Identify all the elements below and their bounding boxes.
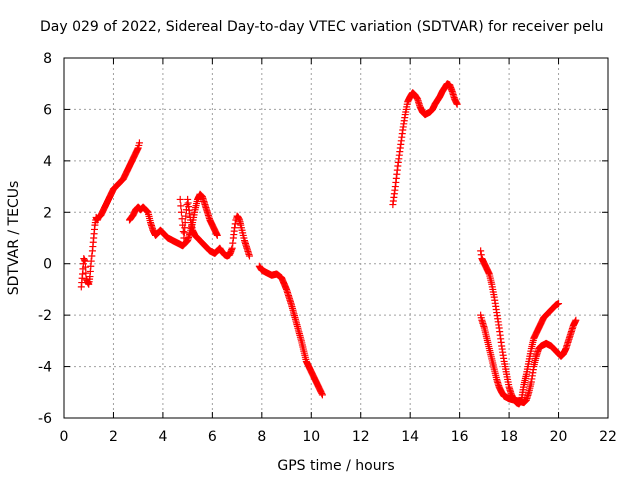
data-point (228, 244, 236, 252)
data-point (229, 239, 237, 247)
x-tick-label: 6 (208, 429, 217, 445)
series-seg6 (477, 247, 563, 408)
x-tick-label: 16 (451, 429, 469, 445)
data-point (80, 256, 88, 264)
series-seg4 (255, 262, 326, 399)
x-tick-label: 10 (302, 429, 320, 445)
series-seg5 (389, 80, 461, 209)
data-point (181, 219, 189, 227)
x-tick-label: 20 (550, 429, 568, 445)
axes: 0 2 4 6 8 10 12 14 16 18 20 22 -6 -4 -2 0 2 4 6 8 (38, 51, 617, 445)
x-tick-label: 8 (257, 429, 266, 445)
y-tick-label: 8 (43, 51, 52, 67)
data-point (231, 224, 239, 232)
data-point (179, 228, 187, 236)
y-tick-label: 0 (43, 257, 52, 273)
x-tick-label: 14 (401, 429, 419, 445)
series-seg3 (176, 195, 253, 260)
y-tick-label: 2 (43, 205, 52, 221)
data-point (81, 257, 89, 265)
x-tick-label: 22 (599, 429, 617, 445)
x-tick-label: 12 (352, 429, 370, 445)
x-axis-label: GPS time / hours (277, 458, 394, 474)
data-point (88, 252, 96, 260)
data-point (477, 247, 485, 255)
series-seg7 (477, 311, 580, 407)
plot-frame (63, 57, 609, 419)
x-tick-label: 4 (158, 429, 167, 445)
data-point (177, 208, 185, 216)
data-point (453, 100, 461, 108)
data-point (318, 391, 326, 399)
data-point (245, 252, 253, 260)
y-tick-label: 6 (43, 102, 52, 118)
x-tick-label: 0 (60, 429, 69, 445)
data-point (135, 139, 143, 147)
x-tick-label: 18 (500, 429, 518, 445)
data-point (477, 251, 485, 259)
y-tick-label: -6 (38, 411, 52, 427)
data-points (77, 80, 580, 408)
data-point (318, 390, 326, 398)
data-point (176, 195, 184, 203)
data-point (82, 269, 90, 277)
data-point (555, 300, 563, 308)
data-point (213, 231, 221, 239)
x-tick-label: 2 (109, 429, 118, 445)
y-tick-label: -4 (38, 360, 52, 376)
y-axis-label: SDTVAR / TECUs (6, 181, 22, 296)
grid (64, 58, 608, 418)
data-point (182, 212, 190, 220)
data-point (87, 257, 95, 265)
data-point (235, 215, 243, 223)
data-point (572, 316, 580, 324)
data-point (177, 202, 185, 210)
series-seg1 (77, 139, 143, 291)
y-tick-label: 4 (43, 154, 52, 170)
data-point (81, 263, 89, 271)
data-point (178, 215, 186, 223)
series-seg2 (126, 190, 221, 250)
chart-title: Day 029 of 2022, Sidereal Day-to-day VTE… (40, 19, 603, 35)
y-tick-label: -2 (38, 308, 52, 324)
